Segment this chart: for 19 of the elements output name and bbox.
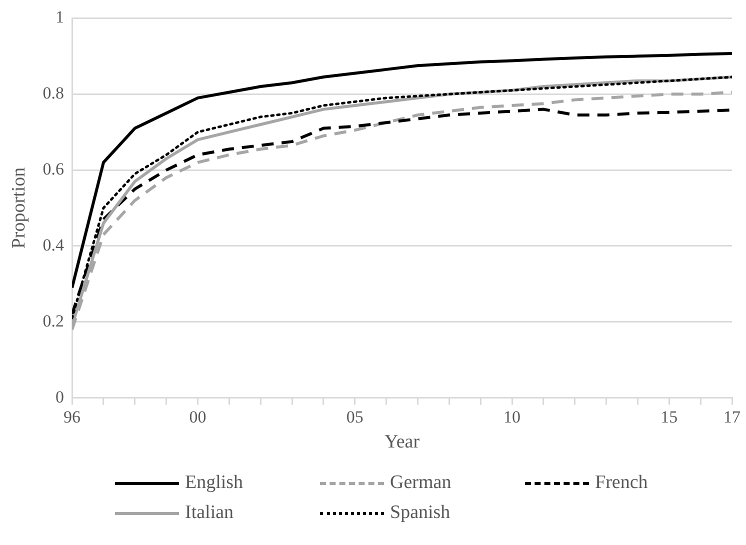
legend-label: German — [390, 472, 452, 494]
x-axis-title: Year — [384, 432, 420, 453]
x-tick-label: 96 — [64, 407, 81, 426]
legend-label: Italian — [185, 502, 234, 524]
x-tick-label: 05 — [346, 407, 364, 426]
y-tick-label: 0.8 — [42, 84, 64, 103]
legend-label: English — [185, 472, 244, 494]
x-tick-label: 00 — [189, 407, 206, 426]
y-tick-label: 0.4 — [42, 235, 65, 254]
y-tick-label: 0.6 — [42, 160, 64, 179]
y-tick-label: 0 — [56, 387, 64, 406]
y-tick-label: 0.2 — [42, 311, 64, 330]
y-axis-title: Proportion — [8, 166, 30, 249]
y-tick-label: 1 — [56, 8, 64, 27]
legend-label: Spanish — [390, 502, 450, 524]
x-tick-label: 15 — [660, 407, 678, 426]
x-tick-label: 17 — [724, 407, 741, 426]
x-tick-label: 10 — [504, 407, 521, 426]
legend-label: French — [595, 472, 648, 494]
